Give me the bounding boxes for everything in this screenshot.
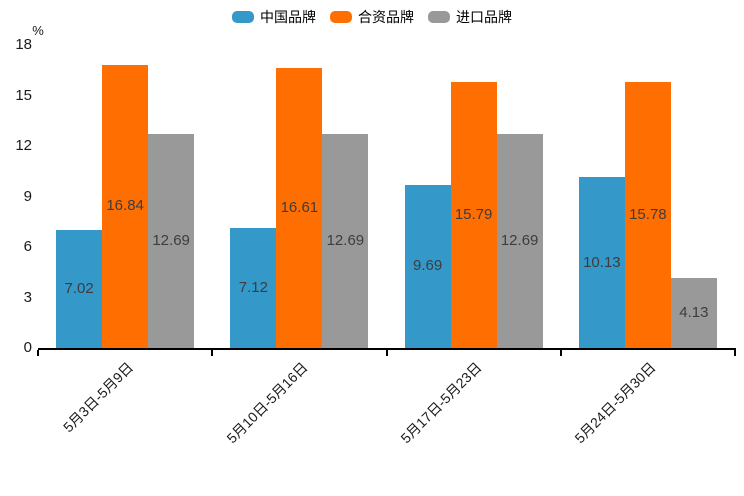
bar-import-brand — [496, 134, 543, 348]
legend-label: 进口品牌 — [456, 9, 512, 25]
x-category-label: 5月17日-5月23日 — [397, 359, 485, 447]
bar-value-label: 16.61 — [280, 199, 319, 217]
bar-china-brand — [56, 229, 103, 348]
y-axis-unit-label: % — [32, 23, 44, 38]
bar-joint-venture-brand — [102, 64, 149, 348]
legend: 中国品牌 合资品牌 进口品牌 — [0, 9, 744, 25]
bar-value-label: 9.69 — [413, 257, 443, 275]
bar-import-brand — [670, 278, 717, 348]
bar-china-brand — [578, 177, 625, 348]
legend-item-import-brand[interactable]: 进口品牌 — [428, 9, 512, 25]
x-tick-mark — [37, 350, 39, 356]
bar-value-label: 15.79 — [454, 206, 493, 224]
bar-value-label: 10.13 — [583, 253, 621, 271]
bar-china-brand — [230, 228, 277, 348]
x-category-label: 5月10日-5月16日 — [223, 359, 311, 447]
x-tick-mark — [211, 350, 214, 356]
x-axis-line — [38, 348, 736, 350]
x-tick-mark — [734, 350, 736, 356]
x-category-label: 5月24日-5月30日 — [571, 359, 660, 447]
y-tick-label: 12 — [15, 137, 32, 154]
legend-marker-joint-venture-brand — [330, 11, 352, 23]
x-tick-mark — [559, 350, 562, 356]
legend-item-china-brand[interactable]: 中国品牌 — [232, 9, 316, 25]
bar-value-label: 16.84 — [106, 197, 144, 215]
bar-china-brand — [404, 184, 451, 348]
bar-import-brand — [322, 134, 369, 348]
y-tick-label: 15 — [15, 86, 32, 104]
y-tick-label: 0 — [23, 339, 32, 356]
bar-value-label: 15.78 — [629, 206, 667, 224]
legend-item-joint-venture-brand[interactable]: 合资品牌 — [330, 9, 414, 25]
legend-label: 合资品牌 — [358, 9, 414, 25]
bar-value-label: 12.69 — [326, 232, 365, 250]
bar-joint-venture-brand — [624, 82, 671, 348]
bar-import-brand — [148, 134, 195, 348]
x-tick-mark — [385, 350, 388, 356]
y-tick-label: 6 — [23, 238, 32, 255]
bar-value-label: 7.12 — [238, 279, 268, 297]
bar-value-label: 12.69 — [152, 232, 190, 250]
y-tick-label: 9 — [23, 187, 32, 205]
bar-value-label: 7.02 — [64, 279, 94, 297]
y-tick-label: 18 — [15, 36, 32, 53]
bar-joint-venture-brand — [276, 68, 323, 348]
bar-value-label: 12.69 — [500, 232, 539, 250]
bar-value-label: 4.13 — [679, 304, 709, 322]
legend-label: 中国品牌 — [260, 9, 316, 25]
legend-marker-import-brand — [428, 11, 450, 23]
bar-joint-venture-brand — [450, 82, 497, 348]
legend-marker-china-brand — [232, 11, 254, 23]
x-category-label: 5月3日-5月9日 — [60, 359, 137, 436]
y-tick-label: 3 — [23, 288, 32, 306]
